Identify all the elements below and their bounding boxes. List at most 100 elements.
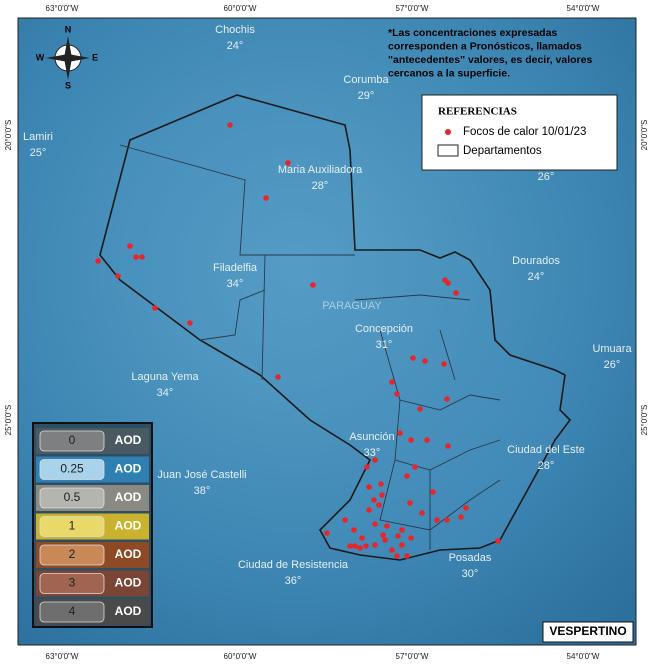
fire-point — [139, 254, 145, 260]
aod-swatch — [39, 459, 105, 480]
city-name: Maria Auxiliadora — [278, 164, 363, 176]
aod-unit: AOD — [115, 604, 142, 618]
legend-fire: Focos de calor 10/01/23 — [463, 126, 586, 138]
legend: REFERENCIAS Focos de calor 10/01/23 Depa… — [421, 94, 618, 171]
city-name: Umuara — [592, 343, 632, 355]
fire-point — [324, 530, 330, 536]
fire-point — [351, 527, 357, 533]
bottom-longitude: 63°0'0"W — [46, 652, 79, 661]
aod-unit: AOD — [115, 576, 142, 590]
compass-w: W — [36, 52, 45, 62]
aod-level: 0 — [69, 433, 76, 447]
compass-e: E — [92, 52, 98, 62]
period-box — [542, 621, 634, 643]
fire-point — [363, 543, 369, 549]
top-longitude: 63°0'0"W — [46, 4, 79, 13]
city-name: Posadas — [449, 552, 492, 564]
note-line: "antecedentes" valores, es decir, valore… — [388, 54, 592, 66]
fire-points — [95, 122, 501, 559]
aod-swatch — [39, 573, 105, 594]
city-name: Dourados — [512, 255, 560, 267]
fire-point — [371, 497, 377, 503]
fire-point — [285, 160, 291, 166]
city-name: Filadelfia — [213, 262, 258, 274]
fire-point — [115, 273, 121, 279]
fire-point — [410, 355, 416, 361]
legend-dept-symbol — [437, 144, 459, 157]
fire-point — [394, 391, 400, 397]
period-label: VESPERTINO — [549, 624, 626, 638]
note-line: *Las concentraciones expresadas — [388, 27, 557, 39]
aod-level: 2 — [69, 547, 76, 561]
fire-point — [384, 523, 390, 529]
fire-point — [399, 542, 405, 548]
city-temp: 38° — [194, 485, 211, 497]
fire-point — [394, 553, 400, 559]
top-longitude: 60°0'0"W — [224, 4, 257, 13]
fire-point — [408, 437, 414, 443]
right-latitude: 25°0'0"S — [640, 405, 649, 436]
aod-unit: AOD — [115, 490, 142, 504]
city-temp: 24° — [528, 271, 545, 283]
country-label: PARAGUAY — [322, 300, 382, 312]
city-temp: 31° — [376, 339, 393, 351]
note: *Las concentraciones expresadascorrespon… — [388, 27, 592, 80]
fire-point — [424, 437, 430, 443]
fire-point — [389, 547, 395, 553]
city-temp: 34° — [227, 278, 244, 290]
fire-point — [379, 492, 385, 498]
country-outline — [99, 94, 572, 561]
compass: N S E W — [36, 24, 98, 90]
city-name: Ciudad de Resistencia — [238, 559, 349, 571]
fire-point — [352, 543, 358, 549]
city-temp: 24° — [227, 40, 244, 52]
fire-point — [404, 473, 410, 479]
fire-point — [408, 535, 414, 541]
city-temp: 30° — [462, 568, 479, 580]
fire-point — [419, 510, 425, 516]
aod-unit: AOD — [115, 547, 142, 561]
fire-point — [372, 542, 378, 548]
aod-level: 0.25 — [60, 462, 84, 476]
fire-point — [444, 396, 450, 402]
top-longitude: 54°0'0"W — [567, 4, 600, 13]
bottom-longitude: 60°0'0"W — [224, 652, 257, 661]
note-line: cercanos a la superficie. — [388, 67, 510, 79]
fire-point — [366, 507, 372, 513]
fire-point — [359, 535, 365, 541]
city-name: Asunción — [349, 431, 394, 443]
fire-point — [463, 505, 469, 511]
city-name: Ciudad del Este — [507, 444, 585, 456]
fire-point — [495, 538, 501, 544]
city-name: Laguna Yema — [131, 371, 199, 383]
fire-point — [417, 406, 423, 412]
fire-point — [444, 517, 450, 523]
city-name: Corumba — [343, 74, 389, 86]
aod-level: 0.5 — [64, 490, 81, 504]
bottom-longitude: 57°0'0"W — [396, 652, 429, 661]
aod-swatch — [39, 516, 105, 537]
aod-level: 1 — [69, 519, 76, 533]
fire-point — [372, 521, 378, 527]
fire-point — [187, 320, 193, 326]
city-temp: 26° — [538, 171, 555, 183]
city-temp: 25° — [30, 147, 47, 159]
fire-point — [372, 457, 378, 463]
compass-s: S — [65, 80, 71, 90]
aod-swatch — [39, 430, 105, 452]
department-lines — [119, 144, 501, 550]
city-temp: 36° — [285, 575, 302, 587]
city-name: Lamiri — [23, 131, 53, 143]
fire-point — [357, 545, 363, 551]
aod-unit: AOD — [115, 433, 142, 447]
city-temp: 29° — [358, 90, 375, 102]
legend-fire-symbol — [445, 129, 451, 135]
fire-point — [310, 282, 316, 288]
fire-point — [275, 374, 281, 380]
fire-point — [364, 464, 370, 470]
aod-unit: AOD — [115, 462, 142, 476]
fire-point — [441, 361, 447, 367]
fire-point — [412, 464, 418, 470]
fire-point — [376, 502, 382, 508]
